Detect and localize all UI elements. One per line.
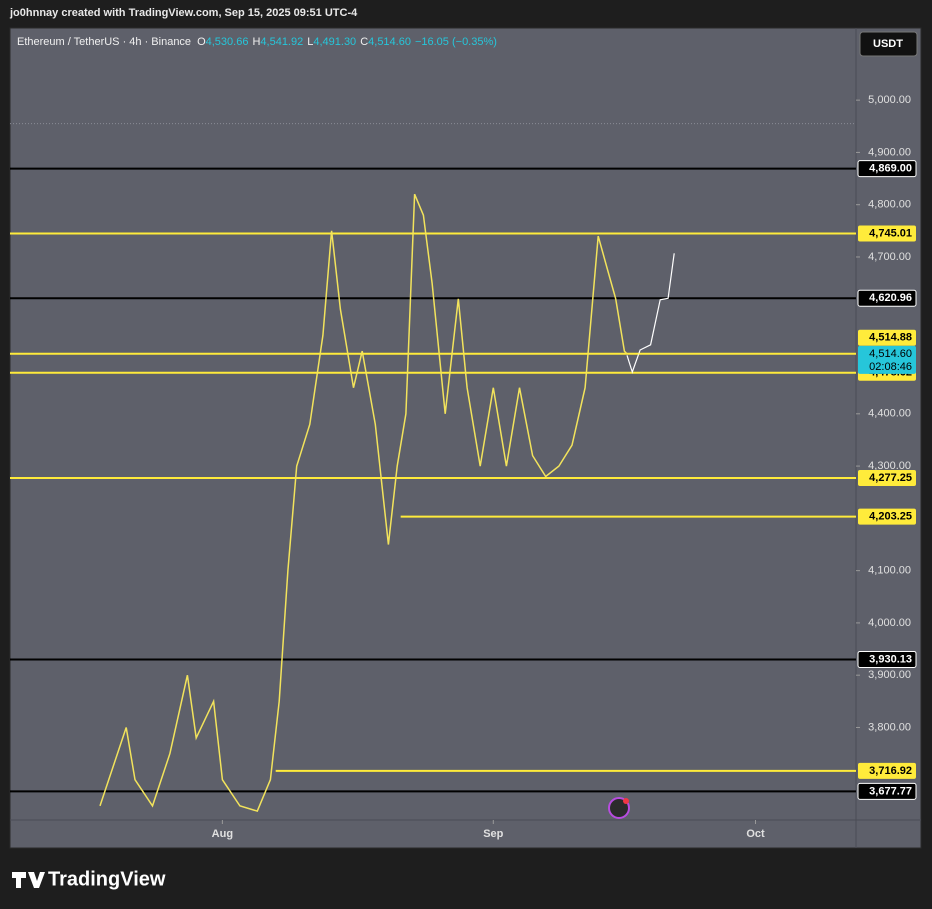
price-line	[99, 193, 628, 813]
level-label: 4,514.88	[869, 332, 912, 344]
y-tick-label: 4,300.00	[868, 460, 911, 472]
y-tick-label: 4,400.00	[868, 408, 911, 420]
level-label-box	[858, 762, 916, 779]
level-label-box	[858, 508, 916, 525]
y-tick-label: 3,800.00	[868, 721, 911, 733]
ohlc-value: 4,491.30	[313, 36, 356, 48]
ohlc-value: 4,514.60	[368, 36, 411, 48]
y-tick-label: 3,900.00	[868, 669, 911, 681]
chart-panel	[9, 27, 922, 849]
price-line	[626, 253, 675, 374]
y-tick-label: 4,000.00	[868, 617, 911, 629]
level-label: 4,277.25	[869, 472, 912, 484]
symbol: Ethereum / TetherUS · 4h · Binance	[17, 36, 191, 48]
x-tick-label: Oct	[746, 828, 765, 840]
level-label-box	[858, 329, 916, 346]
y-tick-label: 5,000.00	[868, 94, 911, 106]
ohlc-value: 4,530.66	[206, 36, 249, 48]
level-label: 3,716.92	[869, 765, 912, 777]
y-tick-label: 4,800.00	[868, 199, 911, 211]
x-tick-label: Aug	[212, 828, 233, 840]
level-label: 4,869.00	[869, 163, 912, 175]
y-tick-label: 4,900.00	[868, 146, 911, 158]
logo-mark	[12, 872, 45, 888]
level-label-box	[858, 469, 916, 486]
level-label-box	[858, 225, 916, 242]
alert-dot	[623, 798, 629, 804]
y-tick-label: 4,100.00	[868, 565, 911, 577]
level-label-box	[857, 782, 917, 800]
credit: jo0hnnay created with TradingView.com, S…	[9, 7, 358, 19]
brand: TradingView	[48, 868, 166, 890]
level-label: 3,930.13	[869, 653, 912, 665]
currency[interactable]: USDT	[873, 38, 903, 50]
ohlc-value: 4,541.92	[260, 36, 303, 48]
ohlc-key: H	[252, 36, 260, 48]
level-label: 4,620.96	[869, 292, 912, 304]
level-label-box	[857, 650, 917, 668]
last-price-label: 4,514.60	[869, 348, 912, 360]
level-label: 4,203.25	[869, 511, 912, 523]
x-tick-label: Sep	[483, 828, 503, 840]
countdown: 02:08:46	[869, 361, 912, 373]
ohlc-key: O	[197, 36, 206, 48]
last-price-box	[858, 345, 916, 374]
currency-button[interactable]	[859, 31, 918, 57]
ohlc-key: C	[360, 36, 368, 48]
level-label: 4,745.01	[869, 227, 912, 239]
ohlc-key: L	[307, 36, 313, 48]
level-label-box	[857, 289, 917, 307]
level-label-box	[857, 160, 917, 178]
y-tick-label: 4,700.00	[868, 251, 911, 263]
level-label: 3,677.77	[869, 785, 912, 797]
change: −16.05 (−0.35%)	[415, 36, 497, 48]
